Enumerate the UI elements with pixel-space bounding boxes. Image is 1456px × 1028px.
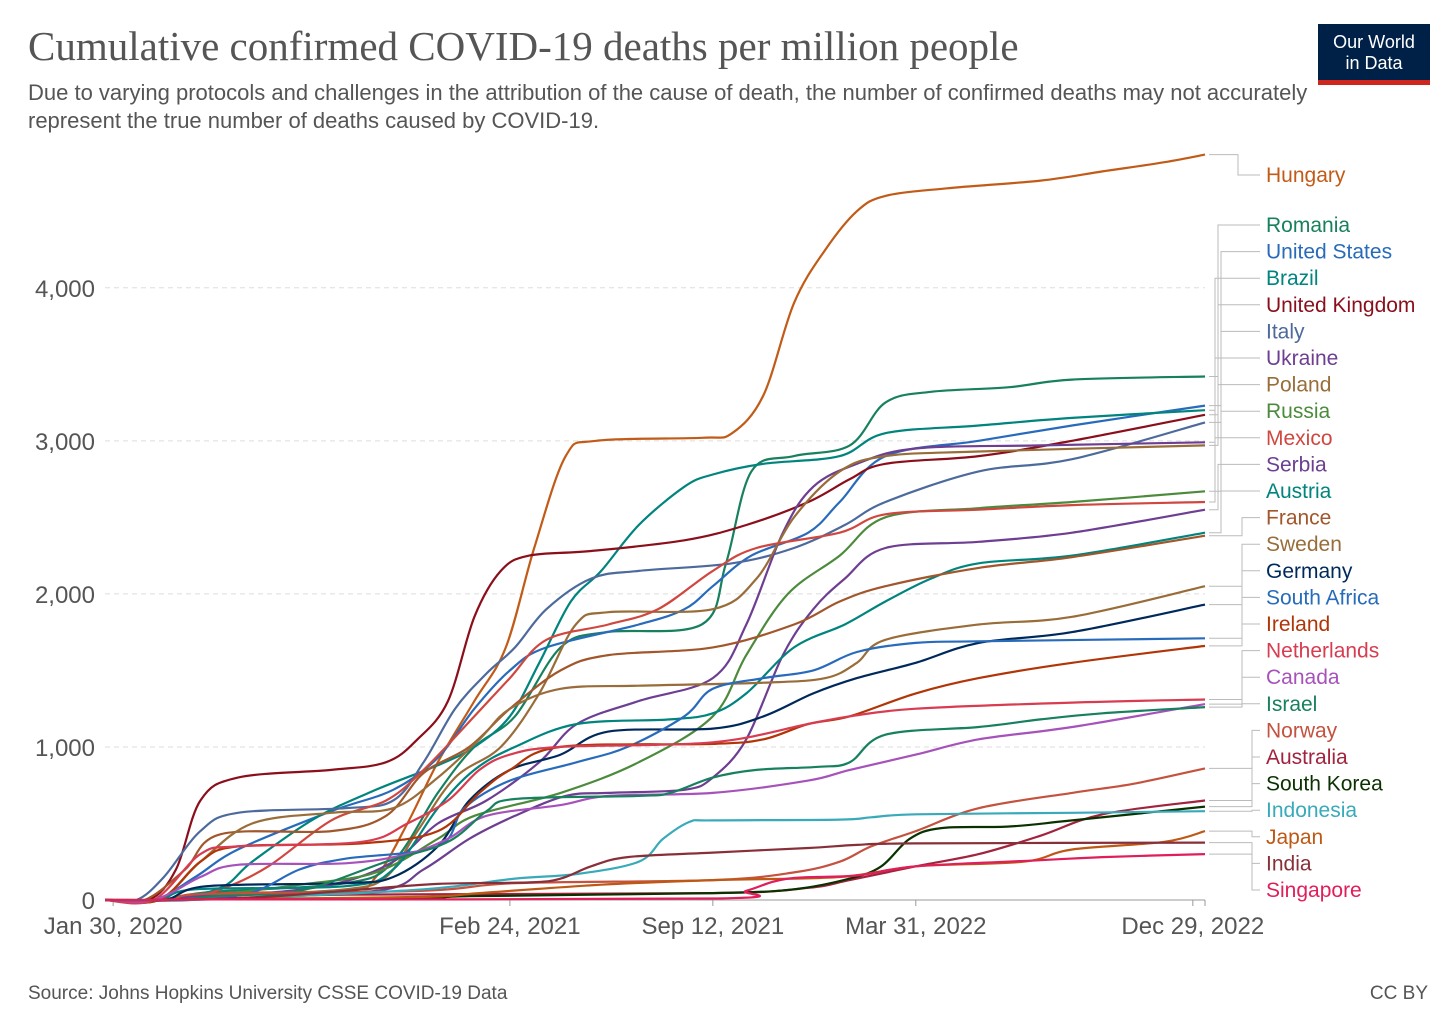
legend-label-romania[interactable]: Romania — [1266, 214, 1350, 237]
series-line-united-kingdom[interactable] — [104, 413, 1206, 904]
series-line-serbia[interactable] — [104, 508, 1206, 902]
legend-connector — [1209, 783, 1260, 808]
legend-label-netherlands[interactable]: Netherlands — [1266, 640, 1379, 663]
logo-line-2: in Data — [1345, 53, 1403, 73]
legend-label-united-states[interactable]: United States — [1266, 241, 1392, 264]
series-line-south-korea[interactable] — [104, 805, 1206, 902]
y-tick-label: 2,000 — [35, 582, 95, 609]
legend-connector — [1209, 304, 1260, 416]
series-line-france[interactable] — [104, 534, 1206, 904]
legend-connector — [1209, 650, 1260, 700]
legend-label-hungary[interactable]: Hungary — [1266, 164, 1346, 187]
legend-connector — [1209, 384, 1260, 446]
legend-label-brazil[interactable]: Brazil — [1266, 267, 1319, 290]
owid-logo[interactable]: Our World in Data — [1318, 24, 1430, 85]
legend-connector — [1209, 676, 1260, 705]
series-line-brazil[interactable] — [104, 409, 1206, 902]
legend-label-ireland[interactable]: Ireland — [1266, 613, 1330, 636]
series-line-singapore[interactable] — [104, 853, 1206, 902]
legend-connector — [1209, 809, 1260, 812]
legend-label-japan[interactable]: Japan — [1266, 826, 1323, 849]
x-tick-label: Jan 30, 2020 — [44, 913, 183, 940]
x-tick-label: Feb 24, 2021 — [439, 913, 580, 940]
series-line-indonesia[interactable] — [104, 810, 1206, 902]
legend-label-norway[interactable]: Norway — [1266, 719, 1338, 742]
y-axis: 0 1,000 2,000 3,000 4,000 — [35, 276, 95, 915]
legend-connector — [1209, 853, 1260, 891]
legend-label-canada[interactable]: Canada — [1266, 666, 1340, 689]
legend-label-indonesia[interactable]: Indonesia — [1266, 799, 1357, 822]
source-note: Source: Johns Hopkins University CSSE CO… — [28, 983, 508, 1004]
y-tick-label: 0 — [82, 888, 95, 915]
series-line-india[interactable] — [104, 841, 1206, 902]
series-line-israel[interactable] — [104, 706, 1206, 902]
legend-label-south-africa[interactable]: South Africa — [1266, 586, 1380, 609]
legend-connector — [1209, 490, 1260, 534]
legend-connector — [1209, 251, 1260, 407]
legend-label-australia[interactable]: Australia — [1266, 746, 1348, 769]
legend-label-singapore[interactable]: Singapore — [1266, 879, 1362, 902]
logo-line-1: Our World — [1333, 32, 1415, 52]
legend-label-united-kingdom[interactable]: United Kingdom — [1266, 294, 1415, 317]
legend-label-germany[interactable]: Germany — [1266, 560, 1353, 583]
series-line-united-states[interactable] — [104, 404, 1206, 903]
series-line-hungary[interactable] — [104, 153, 1206, 902]
legend-connector — [1209, 277, 1260, 411]
legend-label-sweden[interactable]: Sweden — [1266, 533, 1342, 556]
series-line-netherlands[interactable] — [104, 698, 1206, 905]
series-lines — [104, 153, 1206, 905]
legend-connector — [1209, 437, 1260, 503]
legend-connector — [1209, 596, 1260, 639]
legend-label-israel[interactable]: Israel — [1266, 693, 1317, 716]
legend-connector — [1209, 830, 1260, 838]
y-tick-label: 1,000 — [35, 735, 95, 762]
legend-connector — [1209, 357, 1260, 443]
legend-label-poland[interactable]: Poland — [1266, 374, 1331, 397]
legend-label-italy[interactable]: Italy — [1266, 320, 1305, 343]
line-chart: 0 1,000 2,000 3,000 4,000 Jan 30, 2020 Feb 24… — [35, 153, 1415, 940]
series-line-italy[interactable] — [104, 421, 1206, 903]
legend-label-india[interactable]: India — [1266, 852, 1312, 875]
legend-connector — [1209, 729, 1260, 769]
legend-connector — [1209, 543, 1260, 587]
legend-label-south-korea[interactable]: South Korea — [1266, 773, 1383, 796]
legend-connector — [1209, 570, 1260, 606]
legend-label-ukraine[interactable]: Ukraine — [1266, 347, 1338, 370]
x-axis: Jan 30, 2020 Feb 24, 2021 Sep 12, 2021 Mar … — [44, 900, 1264, 940]
y-tick-label: 3,000 — [35, 429, 95, 456]
x-tick-label: Dec 29, 2022 — [1121, 913, 1264, 940]
y-tick-label: 4,000 — [35, 276, 95, 303]
chart-subtitle: Due to varying protocols and challenges … — [28, 80, 1308, 133]
legend-label-france[interactable]: France — [1266, 507, 1331, 530]
legend-label-russia[interactable]: Russia — [1266, 400, 1331, 423]
series-line-romania[interactable] — [104, 375, 1206, 902]
x-tick-label: Sep 12, 2021 — [641, 913, 784, 940]
license-link[interactable]: CC BY — [1369, 983, 1428, 1004]
legend-connector — [1209, 703, 1260, 708]
legend-connectors — [1209, 154, 1260, 891]
legend-connector — [1209, 842, 1260, 864]
legend-connector — [1209, 517, 1260, 537]
chart-title: Cumulative confirmed COVID-19 deaths per… — [28, 23, 1019, 69]
legend-connector — [1209, 756, 1260, 801]
legend-label-austria[interactable]: Austria — [1266, 480, 1332, 503]
legend-labels: Hungary Romania United States Brazil United … — [1266, 164, 1415, 902]
legend-connector — [1209, 623, 1260, 647]
legend-label-mexico[interactable]: Mexico — [1266, 427, 1333, 450]
legend-connector — [1209, 463, 1260, 511]
series-line-south-africa[interactable] — [104, 637, 1206, 902]
legend-connector — [1209, 224, 1260, 377]
series-line-sweden[interactable] — [104, 585, 1206, 904]
series-line-norway[interactable] — [104, 767, 1206, 902]
series-line-canada[interactable] — [104, 703, 1206, 903]
legend-connector — [1209, 154, 1260, 176]
grid-lines — [105, 287, 1205, 901]
legend-connector — [1209, 410, 1260, 492]
series-line-ukraine[interactable] — [104, 441, 1206, 902]
x-tick-label: Mar 31, 2022 — [845, 913, 986, 940]
series-line-poland[interactable] — [104, 444, 1206, 902]
legend-label-serbia[interactable]: Serbia — [1266, 453, 1327, 476]
